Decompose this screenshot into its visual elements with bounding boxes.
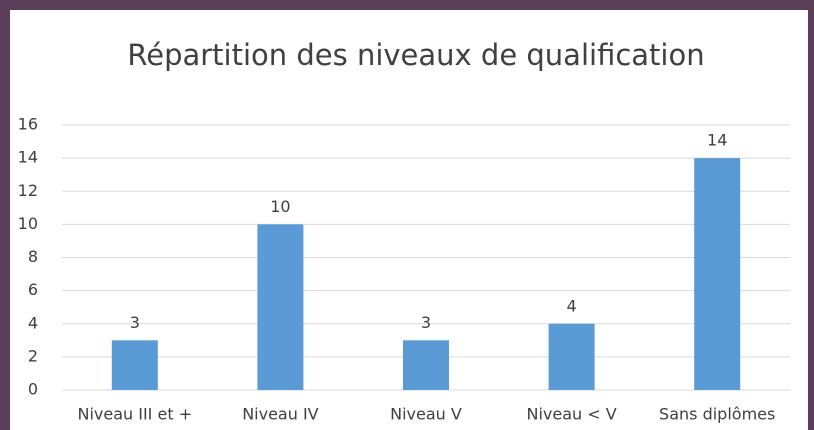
y-tick-label: 0 (28, 380, 38, 399)
bar (694, 158, 741, 390)
y-tick-label: 16 (18, 115, 38, 134)
y-tick-label: 2 (28, 346, 38, 365)
x-tick-label: Niveau < V (526, 405, 616, 424)
bar (548, 323, 595, 390)
y-tick-label: 8 (28, 247, 38, 266)
x-tick-label: Sans diplômes (659, 405, 775, 424)
bar (403, 340, 449, 390)
x-tick-label: Niveau IV (242, 405, 318, 424)
data-label: 3 (421, 313, 431, 332)
bar (111, 340, 158, 390)
y-tick-label: 6 (28, 280, 38, 299)
y-tick-label: 12 (18, 181, 38, 200)
bar (257, 224, 304, 390)
data-label: 4 (567, 296, 577, 315)
data-label: 10 (270, 197, 290, 216)
y-tick-label: 14 (18, 148, 38, 167)
x-tick-label: Niveau III et + (77, 405, 192, 424)
chart-title: Répartition des niveaux de qualification (127, 38, 704, 72)
y-tick-label: 10 (18, 214, 38, 233)
y-tick-label: 4 (28, 313, 38, 332)
x-tick-label: Niveau V (390, 405, 462, 424)
data-label: 14 (707, 131, 727, 150)
data-label: 3 (130, 313, 140, 332)
